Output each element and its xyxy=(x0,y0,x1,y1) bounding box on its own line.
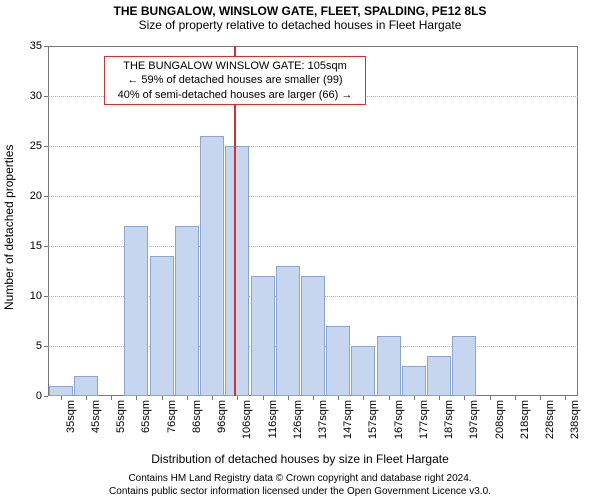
xtick-mark xyxy=(363,396,364,400)
xtick-mark xyxy=(187,396,188,400)
xtick-mark xyxy=(338,396,339,400)
chart-title: THE BUNGALOW, WINSLOW GATE, FLEET, SPALD… xyxy=(0,4,600,18)
xtick-label: 65sqm xyxy=(140,400,152,433)
xtick-label: 228sqm xyxy=(544,400,556,439)
annotation-line: 40% of semi-detached houses are larger (… xyxy=(111,88,359,102)
xtick-mark xyxy=(111,396,112,400)
ytick-mark xyxy=(44,196,48,197)
histogram-bar xyxy=(251,276,275,396)
xtick-label: 45sqm xyxy=(90,400,102,433)
ytick-label: 25 xyxy=(30,140,42,152)
ytick-mark xyxy=(44,396,48,397)
histogram-bar xyxy=(225,146,249,396)
gridline xyxy=(48,196,578,197)
histogram-bar xyxy=(452,336,476,396)
xtick-mark xyxy=(86,396,87,400)
xtick-label: 147sqm xyxy=(342,400,354,439)
xtick-mark xyxy=(389,396,390,400)
xtick-mark xyxy=(439,396,440,400)
attribution: Contains HM Land Registry data © Crown c… xyxy=(0,473,600,498)
xtick-label: 86sqm xyxy=(191,400,203,433)
xtick-mark xyxy=(263,396,264,400)
attribution-line-1: Contains HM Land Registry data © Crown c… xyxy=(0,473,600,486)
ytick-label: 10 xyxy=(30,290,42,302)
histogram-bar xyxy=(351,346,375,396)
xtick-label: 177sqm xyxy=(418,400,430,439)
xtick-mark xyxy=(288,396,289,400)
annotation-line: ← 59% of detached houses are smaller (99… xyxy=(111,73,359,87)
ytick-mark xyxy=(44,346,48,347)
ytick-mark xyxy=(44,96,48,97)
ytick-label: 0 xyxy=(36,390,42,402)
xtick-label: 126sqm xyxy=(292,400,304,439)
ytick-label: 5 xyxy=(36,340,42,352)
histogram-bar xyxy=(377,336,401,396)
xtick-mark xyxy=(464,396,465,400)
xtick-mark xyxy=(136,396,137,400)
histogram-bar xyxy=(402,366,426,396)
xtick-label: 116sqm xyxy=(267,400,279,438)
xtick-mark xyxy=(237,396,238,400)
xtick-mark xyxy=(565,396,566,400)
xtick-mark xyxy=(540,396,541,400)
ytick-label: 30 xyxy=(30,90,42,102)
annotation-line: THE BUNGALOW WINSLOW GATE: 105sqm xyxy=(111,59,359,73)
ytick-label: 35 xyxy=(30,40,42,52)
ytick-mark xyxy=(44,296,48,297)
xtick-label: 55sqm xyxy=(115,400,127,433)
xtick-label: 238sqm xyxy=(569,400,581,439)
histogram-bar xyxy=(276,266,300,396)
xtick-label: 76sqm xyxy=(166,400,178,433)
xtick-mark xyxy=(313,396,314,400)
xtick-label: 208sqm xyxy=(494,400,506,439)
histogram-bar xyxy=(200,136,224,396)
xtick-mark xyxy=(212,396,213,400)
histogram-bar xyxy=(49,386,73,396)
xtick-label: 106sqm xyxy=(241,400,253,439)
ytick-label: 20 xyxy=(30,190,42,202)
ytick-mark xyxy=(44,46,48,47)
histogram-plot: 0510152025303535sqm45sqm55sqm65sqm76sqm8… xyxy=(48,46,578,396)
annotation-box: THE BUNGALOW WINSLOW GATE: 105sqm← 59% o… xyxy=(104,56,366,105)
xtick-label: 218sqm xyxy=(519,400,531,439)
gridline xyxy=(48,146,578,147)
histogram-bar xyxy=(175,226,199,396)
histogram-bar xyxy=(150,256,174,396)
xtick-mark xyxy=(414,396,415,400)
ytick-label: 15 xyxy=(30,240,42,252)
xtick-label: 157sqm xyxy=(367,400,379,439)
xtick-label: 137sqm xyxy=(317,400,329,439)
histogram-bar xyxy=(326,326,350,396)
xtick-mark xyxy=(162,396,163,400)
chart-subtitle: Size of property relative to detached ho… xyxy=(0,18,600,32)
ytick-mark xyxy=(44,246,48,247)
histogram-bar xyxy=(124,226,148,396)
histogram-bar xyxy=(427,356,451,396)
xtick-mark xyxy=(61,396,62,400)
attribution-line-2: Contains public sector information licen… xyxy=(0,486,600,499)
histogram-bar xyxy=(301,276,325,396)
x-axis-label: Distribution of detached houses by size … xyxy=(0,452,600,466)
y-axis-label: Number of detached properties xyxy=(2,145,16,310)
xtick-label: 96sqm xyxy=(216,400,228,433)
xtick-label: 187sqm xyxy=(443,400,455,439)
xtick-label: 167sqm xyxy=(393,400,405,439)
ytick-mark xyxy=(44,146,48,147)
xtick-mark xyxy=(490,396,491,400)
histogram-bar xyxy=(74,376,98,396)
xtick-mark xyxy=(515,396,516,400)
xtick-label: 35sqm xyxy=(65,400,77,433)
xtick-label: 197sqm xyxy=(468,400,480,439)
